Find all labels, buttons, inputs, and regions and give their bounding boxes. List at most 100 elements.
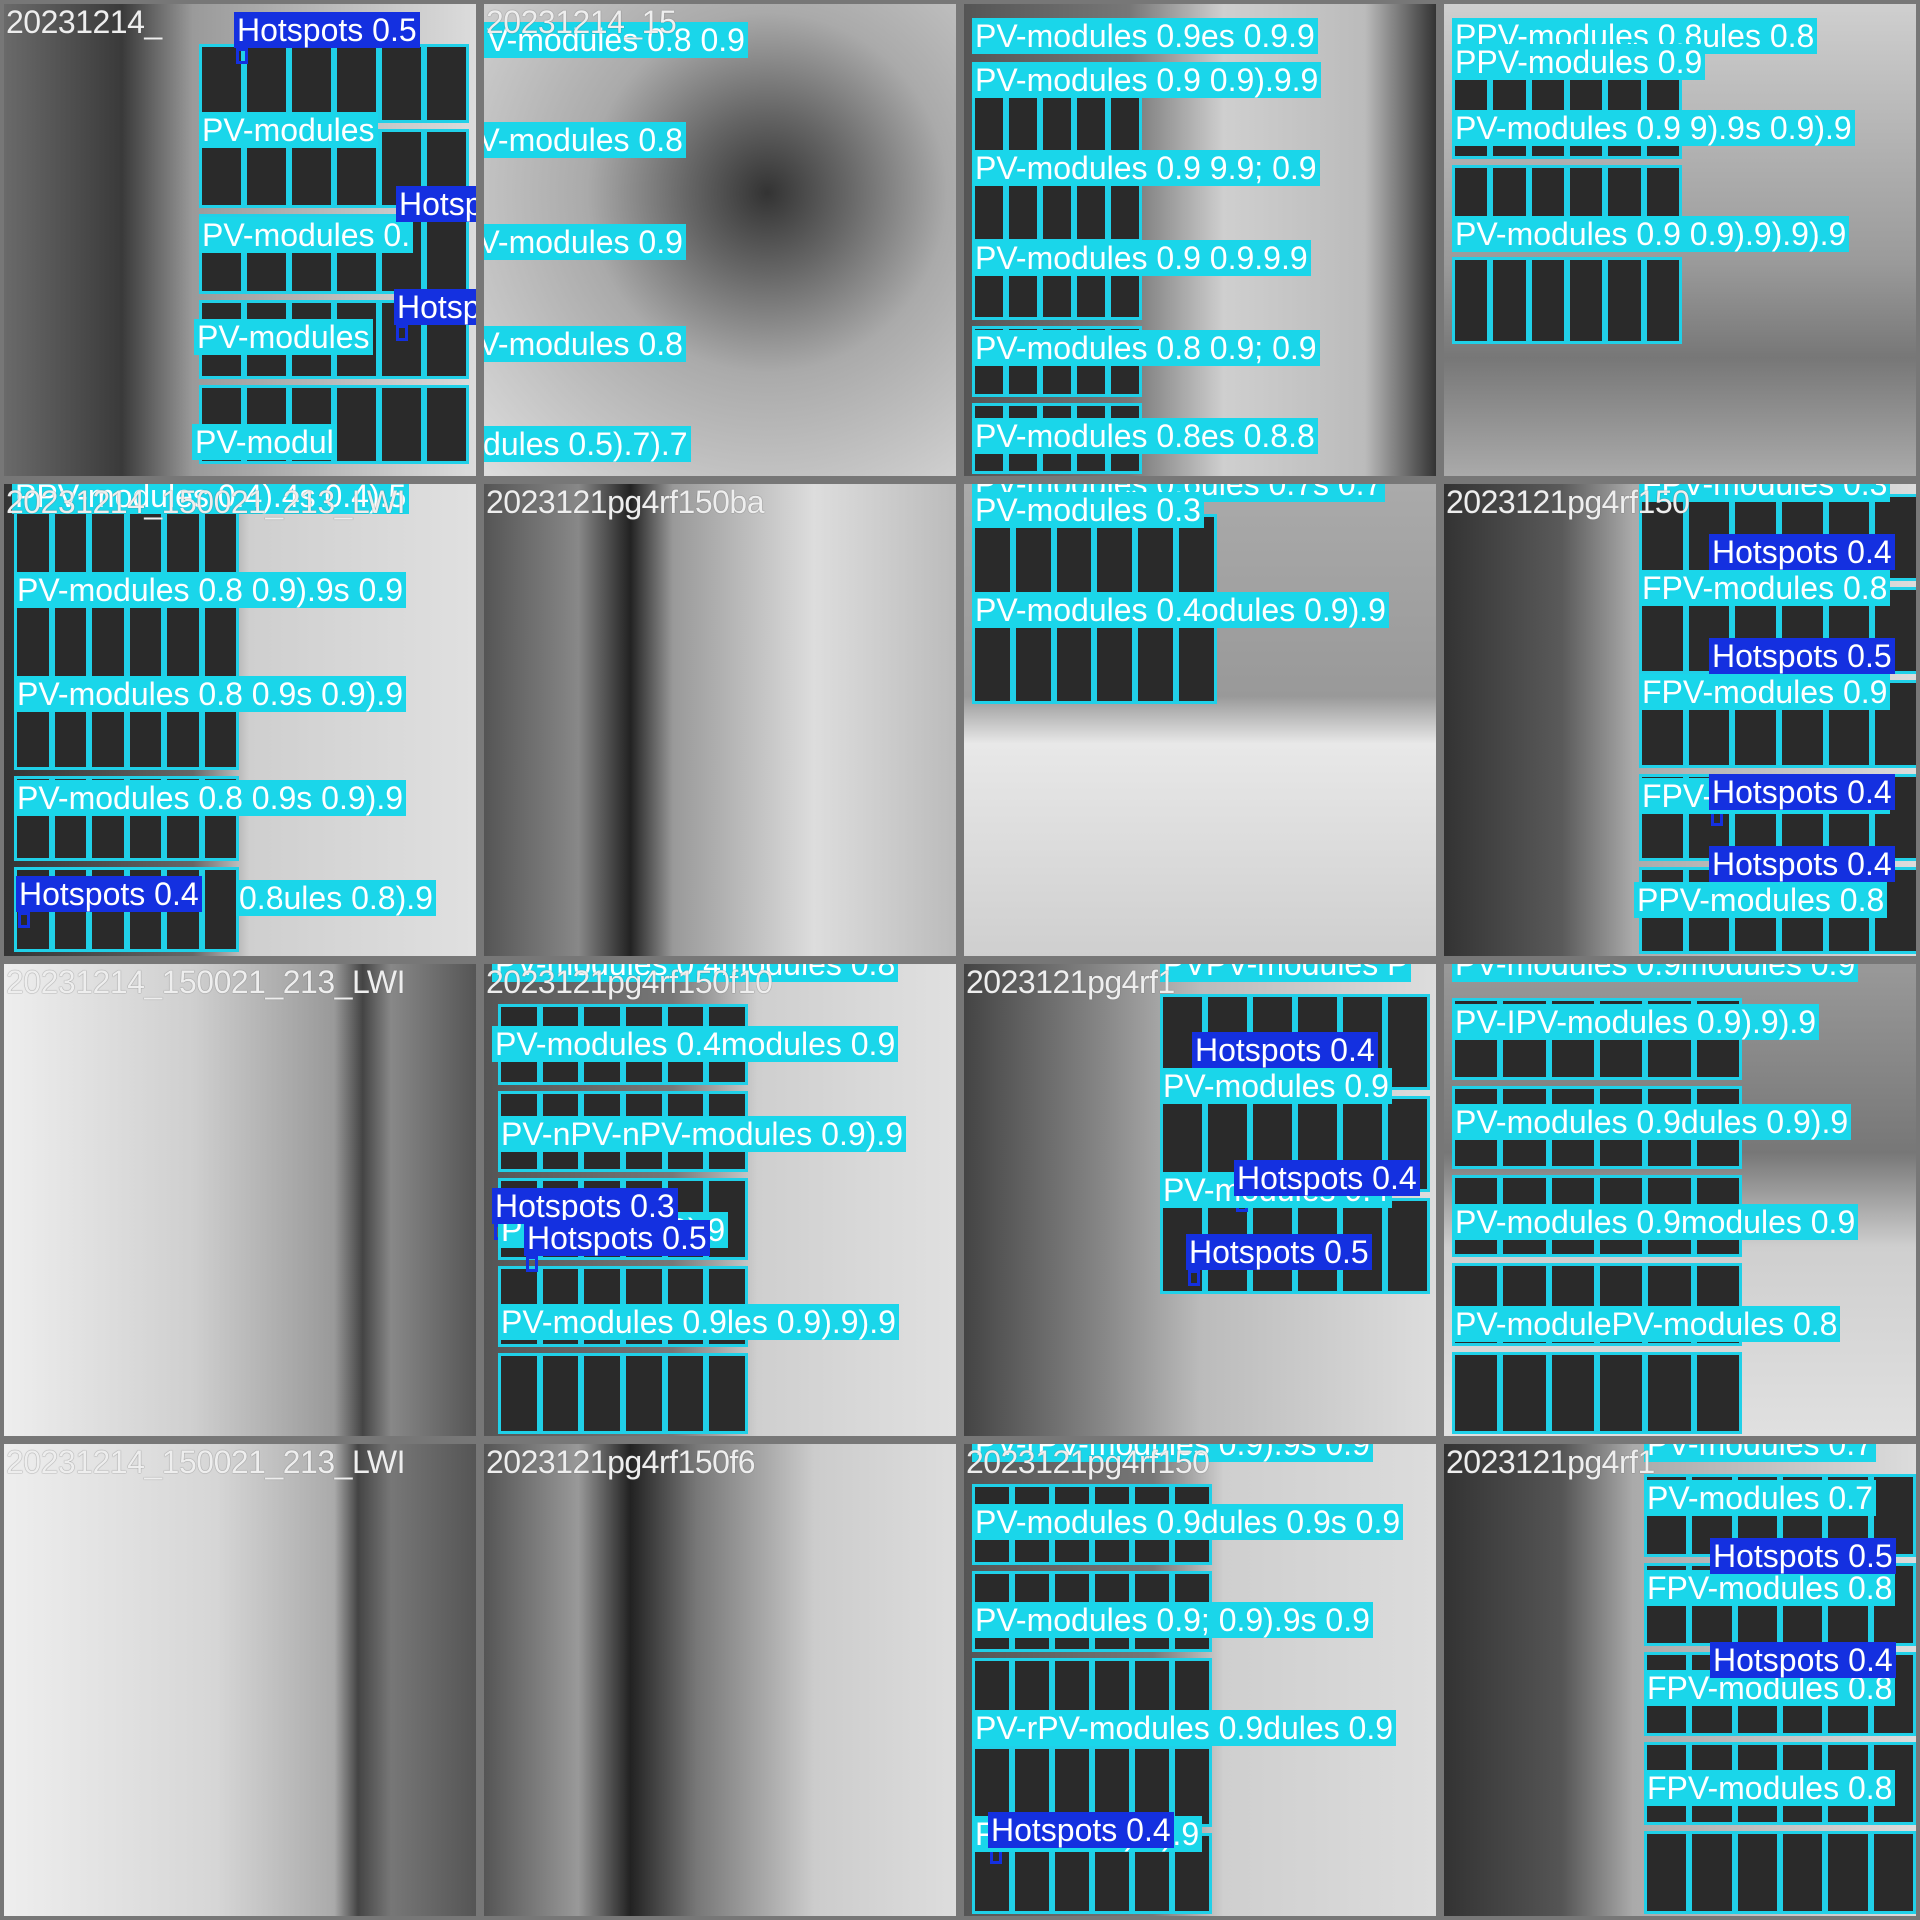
pv-module-label: PV-modulePV-modules 0.8 bbox=[1452, 1306, 1841, 1342]
pv-module-label: FPV-modules 0.9 bbox=[1639, 674, 1891, 710]
pv-cell-box bbox=[424, 384, 469, 464]
pv-module-label: PV-modules 0.7 bbox=[1644, 1444, 1876, 1462]
hotspot-label: Hotspots 0.4 bbox=[16, 876, 202, 912]
pv-module-label: PV-modules 0.4modules 0.9 bbox=[492, 1026, 899, 1062]
tile-filename: 20231214_150021_213_LWI bbox=[6, 484, 405, 520]
pv-module-label: PV-modules 0.9modules 0.9 bbox=[1452, 1204, 1859, 1240]
pv-module-label: PV-modules 0.9dules 0.9).9 bbox=[1452, 1104, 1852, 1140]
hotspot-label: Hotspots 0.4 bbox=[1192, 1032, 1378, 1068]
pv-module-label: PV-modules 0.9les 0.9).9).9 bbox=[498, 1304, 899, 1340]
pv-module-label: PV-modules 0. bbox=[199, 217, 414, 253]
pv-cell-box bbox=[581, 1352, 623, 1434]
pv-module-label: PV-modules 0.8es 0.8.8 bbox=[972, 418, 1318, 454]
pv-module-label: PV-modules 0.9 bbox=[1160, 1068, 1392, 1104]
pv-cell-box bbox=[14, 594, 52, 680]
pv-cell-box bbox=[1734, 1830, 1780, 1914]
pv-module-label: PV-modules 0.7 bbox=[1644, 1480, 1876, 1516]
pv-cell-box bbox=[1566, 257, 1606, 344]
hotspot-label: Hotspots 0.5 bbox=[1186, 1234, 1372, 1270]
pv-cell-box bbox=[89, 594, 127, 680]
pv-cell-box bbox=[1645, 1351, 1694, 1434]
hotspot-label: Hotspots 0.5 bbox=[1709, 638, 1895, 674]
mosaic-tile: 2023121pg4rf150f6 bbox=[484, 1444, 956, 1916]
pv-cell-box bbox=[1643, 257, 1682, 344]
hotspot-label: Hotspots 0.4 bbox=[988, 1812, 1174, 1848]
hotspot-label: Hotspots 0.4 bbox=[1709, 846, 1895, 882]
pv-module-label: PV-modules 0.4odules 0.9).9 bbox=[972, 592, 1389, 628]
pv-module-label: PV-modules bbox=[199, 112, 378, 148]
mosaic-tile: PV-modules 0.6ules 0.7s 0.7PV-modules 0.… bbox=[964, 484, 1436, 956]
pv-cell-box bbox=[334, 384, 379, 464]
pv-cell-box bbox=[424, 44, 469, 124]
pv-cell-box bbox=[424, 214, 469, 294]
thermal-image bbox=[484, 484, 956, 956]
pv-cell-box bbox=[1644, 1830, 1690, 1914]
hotspot-label: Hotspots 0.4 bbox=[1234, 1160, 1420, 1196]
mosaic-tile: 2023121pg4rf150ba bbox=[484, 484, 956, 956]
hotspot-label: Hotspots 0.3 bbox=[492, 1188, 678, 1224]
pv-cell-box bbox=[1452, 257, 1491, 344]
pv-module-label: PV-IPV-modules 0.9).9).9 bbox=[1452, 1004, 1820, 1040]
pv-module-array bbox=[972, 514, 1217, 704]
pv-module-label: PPV-modules 0.4).4s 0.4).5 bbox=[12, 484, 410, 514]
pv-module-label: PV-modules 0.8 0.9s 0.9).9 bbox=[14, 676, 406, 712]
hotspot-label: Hotspots 0.4 bbox=[1710, 1642, 1896, 1678]
pv-module-label: PV-modules 0.8 0.9; 0.9 bbox=[972, 330, 1320, 366]
pv-module-label: PV-modules 0.9 bbox=[484, 224, 686, 260]
pv-cell-box bbox=[1452, 1351, 1501, 1434]
pv-module-label: FPV-modules 0.8 bbox=[1639, 570, 1891, 606]
hotspot-label: Hotspots 0.5 bbox=[396, 186, 476, 222]
mosaic-tile: 20231214_150021_213_LWI PPV-modules 0.4).… bbox=[4, 484, 476, 956]
tile-filename: 20231214_ bbox=[6, 4, 162, 40]
pv-module-label: PPV-modules 0.9 bbox=[1452, 44, 1706, 80]
hotspot-box bbox=[526, 1256, 538, 1272]
mosaic-tile: 2023121pg4rf150 FPV-modules 0.3 FPV-module… bbox=[1444, 484, 1916, 956]
tile-filename: 2023121pg4rf150f6 bbox=[486, 1444, 756, 1480]
mosaic-tile: 20231214_150021_213_LWI bbox=[4, 964, 476, 1436]
pv-module-label: PV-modul bbox=[192, 424, 337, 460]
pv-cell-box bbox=[1693, 1351, 1742, 1434]
pv-cell-box bbox=[1135, 514, 1177, 606]
hotspot-label: Hotspots 0.4 bbox=[1709, 534, 1895, 570]
tile-filename: 2023121pg4rf150f10 bbox=[486, 964, 773, 1000]
pv-module-label: PV-modules 0.9 0.9).9).9).9 bbox=[1452, 216, 1850, 252]
mosaic-tile: 20231214_150021_213_LWI bbox=[4, 1444, 476, 1916]
pv-module-label: PV-modules 0.3 bbox=[972, 492, 1204, 528]
pv-module-label: PPV-modules 0.8 bbox=[1634, 882, 1888, 918]
hotspot-label: Hotspots 0.5 bbox=[1710, 1538, 1896, 1574]
hotspot-box bbox=[236, 48, 248, 64]
pv-module-label: PV-modules 0.9modules 0.9 bbox=[1452, 964, 1859, 982]
mosaic-tile: 20231214_15V-modules 0.8 0.9 PV-modules 0… bbox=[484, 4, 956, 476]
pv-cell-box bbox=[623, 1352, 665, 1434]
pv-cell-box bbox=[539, 1352, 582, 1434]
tile-filename: 20231214_150021_213_LWI bbox=[6, 964, 405, 1000]
tile-filename: 2023121pg4rf150 bbox=[966, 1444, 1210, 1480]
pv-module-array bbox=[199, 44, 469, 464]
tile-filename: 2023121pg4rf150ba bbox=[486, 484, 765, 520]
pv-cell-box bbox=[1689, 1830, 1735, 1914]
tile-filename: 2023121pg4rf150 bbox=[1446, 484, 1690, 520]
thermal-image bbox=[484, 1444, 956, 1916]
pv-module-label: PV-modules 0.5).7).7 bbox=[484, 426, 691, 462]
pv-cell-box bbox=[1385, 1198, 1430, 1294]
mosaic-tile: 2023121pg4rf150 PV-rPV-modules 0.9).9s 0.… bbox=[964, 1444, 1436, 1916]
pv-cell-box bbox=[1548, 1351, 1597, 1434]
pv-cell-box bbox=[379, 384, 424, 464]
pv-cell-box bbox=[706, 1352, 748, 1434]
hotspot-box bbox=[396, 325, 408, 341]
pv-cell-box bbox=[201, 867, 239, 952]
tile-filename: 20231214_150021_213_LWI bbox=[6, 1444, 405, 1480]
mosaic-tile: 2023121pg4rf150f10 PV-modules 0.4modules … bbox=[484, 964, 956, 1436]
pv-module-label: PV-modules 0.4modules 0.8 bbox=[492, 964, 899, 982]
pv-module-label: PV-modules 0.9 0.9).9.9 bbox=[972, 62, 1322, 98]
mosaic-tile: 2023121pg4rf1 PV-modules 0.7 PV-modules 0.… bbox=[1444, 1444, 1916, 1916]
pv-cell-box bbox=[1639, 494, 1686, 582]
pv-module-label: PV-rPV-modules 0.9dules 0.9 bbox=[972, 1710, 1397, 1746]
pv-cell-box bbox=[1605, 257, 1644, 344]
pv-module-label: PV-modules 0.8 0.9s 0.9).9 bbox=[14, 780, 406, 816]
pv-module-label: 0.8ules 0.8).9 bbox=[236, 880, 436, 916]
pv-module-label: PVPV-modules P bbox=[1160, 964, 1412, 982]
tile-filename: 20231214_15 bbox=[486, 4, 677, 40]
pv-module-label: PV-modules 0.8 0.9).9s 0.9 bbox=[14, 572, 406, 608]
